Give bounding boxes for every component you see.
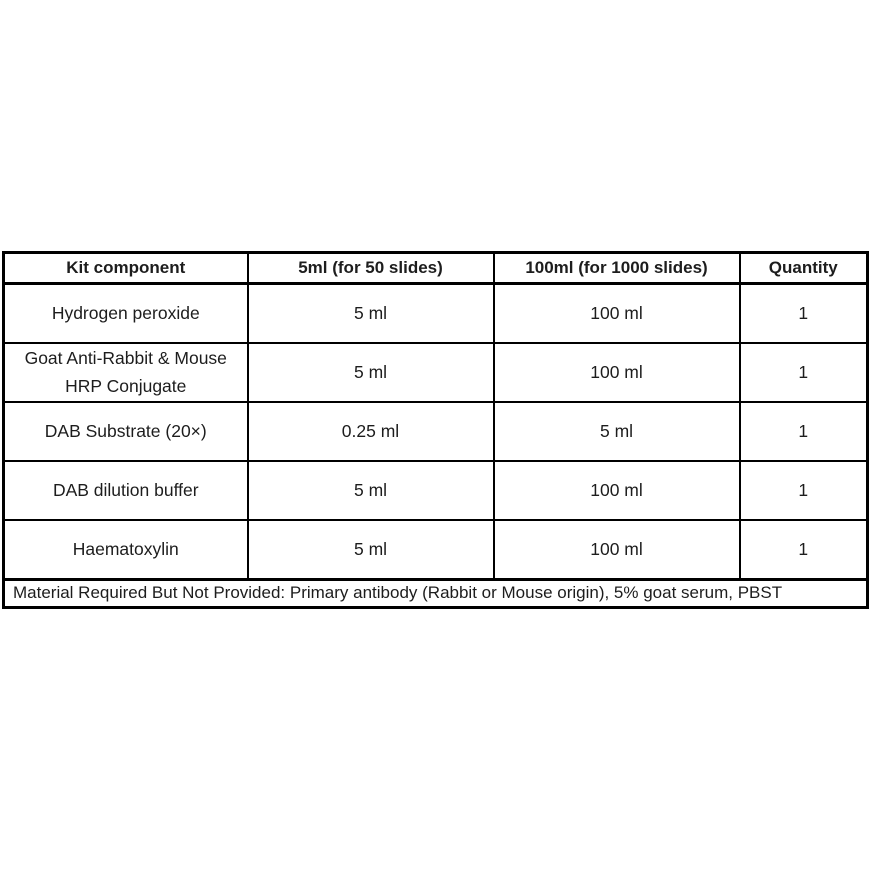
- cell-quantity: 1: [738, 401, 869, 462]
- column-header-quantity: Quantity: [738, 251, 869, 285]
- cell-quantity: 1: [738, 519, 869, 581]
- table-row: Hydrogen peroxide 5 ml 100 ml 1: [2, 282, 869, 344]
- cell-100ml-volume: 100 ml: [492, 519, 741, 581]
- cell-5ml-volume: 5 ml: [246, 282, 495, 344]
- header-row: Kit component 5ml (for 50 slides) 100ml …: [2, 251, 869, 285]
- cell-component-name: Haematoxylin: [2, 519, 249, 581]
- cell-5ml-volume: 5 ml: [246, 342, 495, 403]
- column-header-100ml-size: 100ml (for 1000 slides): [492, 251, 741, 285]
- cell-100ml-volume: 100 ml: [492, 342, 741, 403]
- cell-component-name: DAB dilution buffer: [2, 460, 249, 521]
- cell-5ml-volume: 0.25 ml: [246, 401, 495, 462]
- cell-100ml-volume: 100 ml: [492, 460, 741, 521]
- cell-100ml-volume: 100 ml: [492, 282, 741, 344]
- cell-component-name: DAB Substrate (20×): [2, 401, 249, 462]
- column-header-kit-component: Kit component: [2, 251, 249, 285]
- cell-quantity: 1: [738, 282, 869, 344]
- cell-5ml-volume: 5 ml: [246, 519, 495, 581]
- cell-100ml-volume: 5 ml: [492, 401, 741, 462]
- kit-components-table: Kit component 5ml (for 50 slides) 100ml …: [2, 251, 869, 609]
- table-row: Goat Anti-Rabbit & Mouse HRP Conjugate 5…: [2, 342, 869, 403]
- cell-quantity: 1: [738, 342, 869, 403]
- materials-not-provided-note: Material Required But Not Provided: Prim…: [2, 578, 869, 609]
- cell-component-name: Hydrogen peroxide: [2, 282, 249, 344]
- column-header-5ml-size: 5ml (for 50 slides): [246, 251, 495, 285]
- cell-component-name: Goat Anti-Rabbit & Mouse HRP Conjugate: [2, 342, 249, 403]
- footer-row: Material Required But Not Provided: Prim…: [2, 578, 869, 609]
- table-row: DAB dilution buffer 5 ml 100 ml 1: [2, 460, 869, 521]
- cell-quantity: 1: [738, 460, 869, 521]
- table-row: Haematoxylin 5 ml 100 ml 1: [2, 519, 869, 581]
- table-row: DAB Substrate (20×) 0.25 ml 5 ml 1: [2, 401, 869, 462]
- cell-5ml-volume: 5 ml: [246, 460, 495, 521]
